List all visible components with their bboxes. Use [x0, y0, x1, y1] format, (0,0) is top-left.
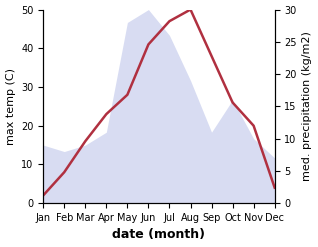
Y-axis label: max temp (C): max temp (C)	[5, 68, 16, 145]
Y-axis label: med. precipitation (kg/m2): med. precipitation (kg/m2)	[302, 31, 313, 181]
X-axis label: date (month): date (month)	[113, 228, 205, 242]
